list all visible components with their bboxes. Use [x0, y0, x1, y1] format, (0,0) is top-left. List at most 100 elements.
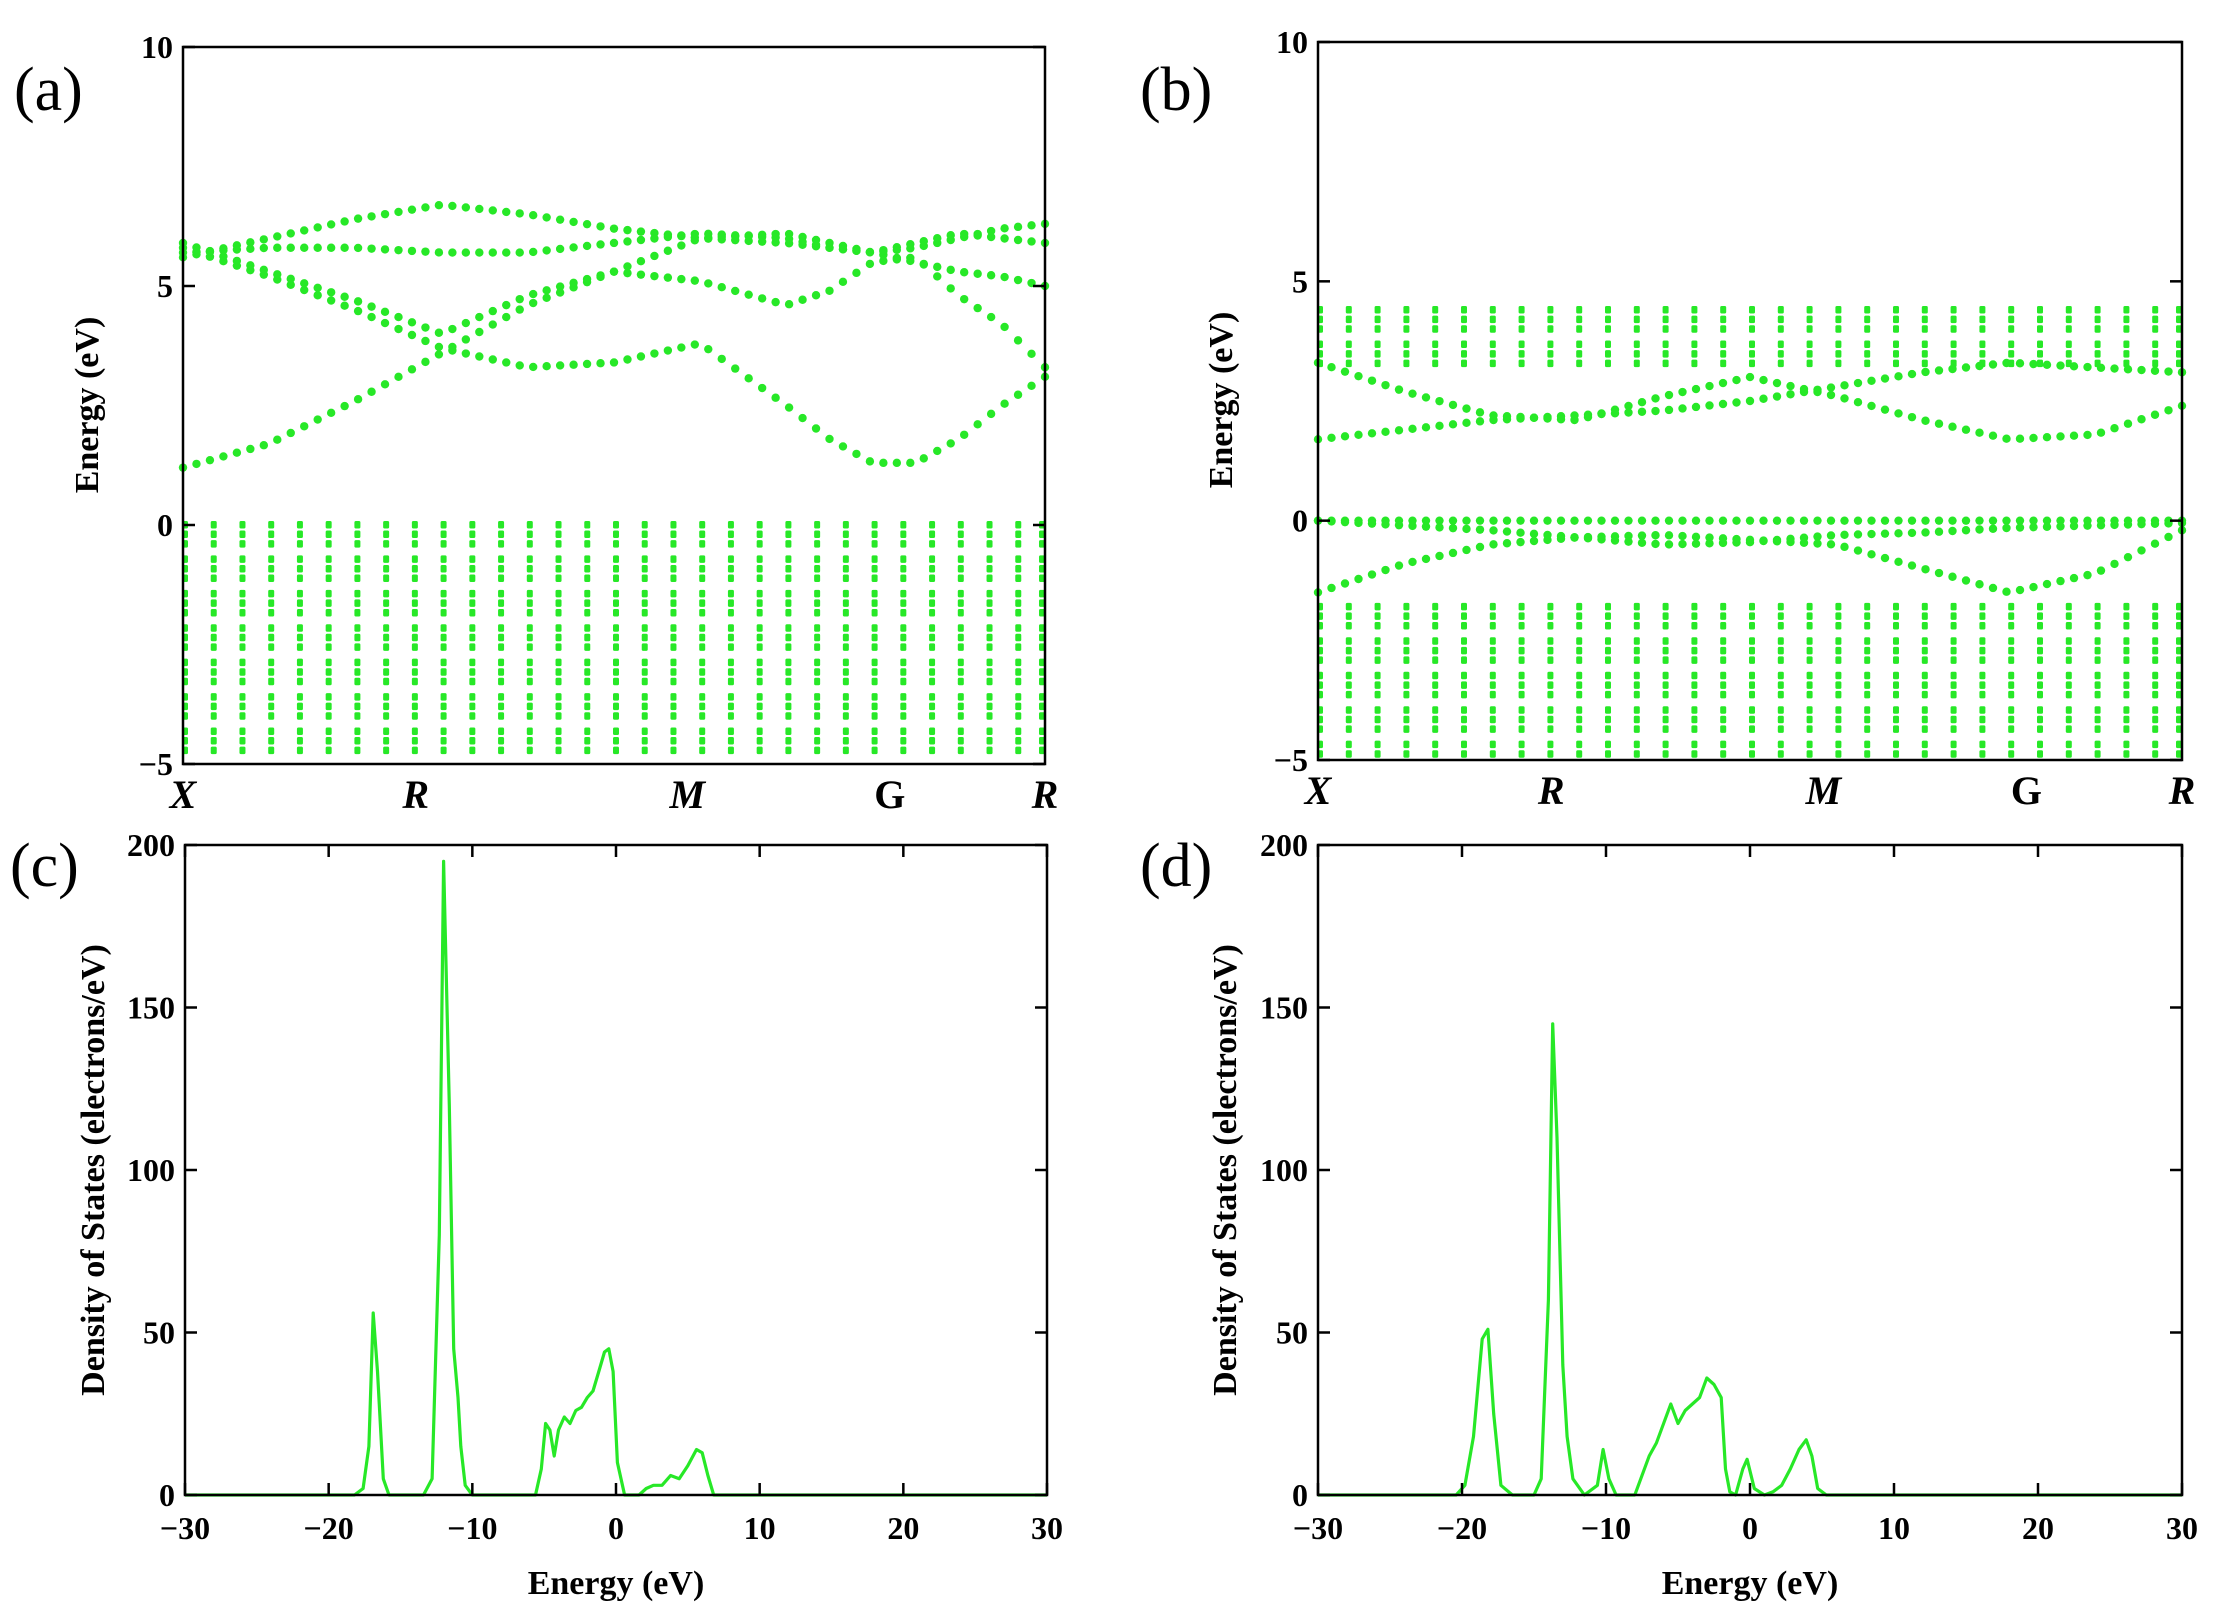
band-point	[1576, 637, 1583, 645]
band-point	[1000, 322, 1009, 332]
band-point	[488, 320, 497, 329]
band-point	[210, 746, 217, 755]
band-point	[239, 589, 246, 598]
band-point	[717, 354, 726, 364]
band-point	[929, 677, 936, 686]
band-point	[929, 589, 936, 598]
band-point	[1461, 671, 1467, 680]
band-point	[584, 712, 591, 720]
band-point	[1678, 531, 1687, 541]
band-point	[2037, 350, 2043, 358]
band-point	[469, 677, 476, 686]
band-point	[1864, 621, 1871, 630]
panel-c-label: (c)	[10, 832, 79, 900]
band-point	[641, 564, 648, 573]
band-point	[613, 608, 619, 617]
band-point	[210, 589, 217, 598]
band-point	[313, 415, 322, 424]
band-point	[785, 608, 792, 617]
band-point	[785, 712, 792, 720]
band-point	[842, 727, 849, 735]
band-point	[1979, 621, 1986, 630]
band-point	[1662, 690, 1669, 699]
band-point	[268, 677, 275, 686]
band-point	[2056, 522, 2065, 531]
band-point	[502, 248, 511, 257]
band-point	[1547, 690, 1554, 699]
band-point	[2110, 424, 2119, 433]
band-point	[1421, 522, 1431, 531]
band-point	[440, 658, 447, 667]
band-point	[1027, 237, 1036, 246]
band-point	[1979, 602, 1986, 611]
band-point	[1516, 412, 1525, 422]
band-point	[440, 574, 447, 583]
band-point	[1950, 612, 1957, 620]
band-point	[1605, 725, 1611, 733]
panel-b-band-structure: (b) −5 0 5 10 X R M G R Energy (eV)	[1140, 24, 2195, 813]
band-point	[613, 727, 619, 735]
band-point	[613, 555, 619, 563]
band-point	[354, 677, 361, 686]
band-point	[411, 658, 418, 667]
band-point	[1720, 315, 1727, 324]
band-point	[814, 608, 821, 617]
band-point	[1637, 531, 1647, 540]
band-point	[596, 271, 605, 280]
band-point	[986, 589, 993, 598]
band-point	[296, 589, 303, 598]
band-point	[929, 564, 936, 573]
band-point	[699, 746, 706, 755]
band-point	[1662, 359, 1669, 368]
band-point	[1853, 546, 1863, 555]
band-point	[383, 521, 390, 529]
band-point	[1345, 681, 1352, 689]
band-point	[1432, 706, 1439, 714]
band-point	[475, 327, 484, 337]
band-point	[2083, 521, 2092, 530]
band-point	[2123, 646, 2130, 655]
band-point	[1403, 646, 1410, 655]
band-point	[1718, 399, 1728, 409]
panel-c-xtick-label: −20	[304, 1510, 354, 1546]
band-point	[1345, 359, 1352, 368]
band-point	[440, 712, 447, 720]
band-point	[1489, 350, 1496, 358]
band-point	[986, 521, 993, 529]
band-point	[1732, 375, 1741, 385]
band-point	[1374, 740, 1381, 749]
panel-a-frame	[181, 45, 1047, 766]
band-point	[900, 677, 907, 686]
band-point	[957, 574, 964, 583]
band-point	[411, 737, 418, 745]
band-point	[1327, 583, 1336, 593]
band-point	[526, 746, 533, 755]
band-point	[1749, 681, 1755, 689]
band-point	[609, 267, 619, 276]
band-point	[1374, 306, 1381, 314]
band-point	[1749, 671, 1755, 680]
band-point	[1864, 725, 1871, 733]
band-point	[1403, 637, 1410, 645]
band-point	[1432, 350, 1439, 358]
band-point	[2037, 359, 2043, 368]
band-point	[1786, 381, 1795, 391]
band-point	[1835, 750, 1842, 758]
band-point	[296, 555, 303, 563]
band-point	[871, 555, 878, 563]
band-point	[1864, 715, 1871, 724]
band-point	[1345, 340, 1352, 349]
band-point	[2094, 671, 2101, 680]
band-point	[2094, 612, 2101, 620]
band-point	[1720, 350, 1727, 358]
band-point	[268, 624, 275, 632]
band-point	[1518, 740, 1525, 749]
band-point	[1979, 740, 1986, 749]
band-point	[2123, 340, 2130, 349]
band-point	[838, 442, 848, 451]
band-point	[411, 693, 418, 701]
band-point	[498, 521, 505, 529]
band-point	[2002, 587, 2011, 596]
band-point	[1853, 378, 1863, 388]
panel-d-marks	[1318, 1022, 2182, 1497]
